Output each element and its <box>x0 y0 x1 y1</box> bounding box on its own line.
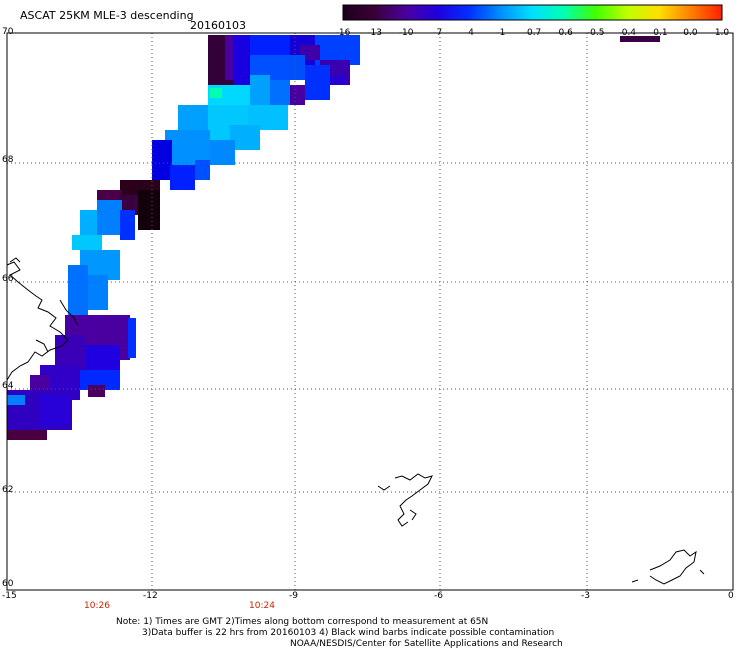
lat-label-64: 64 <box>2 381 14 391</box>
time-label-1024: 10:24 <box>249 601 275 611</box>
lon-label-minus12: -12 <box>143 591 158 601</box>
lat-label-60: 60 <box>2 579 14 589</box>
coastlines <box>6 257 705 585</box>
lat-lon-grid <box>7 33 733 590</box>
lat-label-70: 70 <box>2 27 14 37</box>
map-plot <box>6 32 734 591</box>
note-line-1: Note: 1) Times are GMT 2)Times along bot… <box>116 617 489 627</box>
lon-label-minus9: -9 <box>289 591 298 601</box>
product-title: ASCAT 25KM MLE-3 descending <box>20 9 194 22</box>
lat-label-68: 68 <box>2 155 14 165</box>
lat-label-66: 66 <box>2 274 14 284</box>
time-label-1026: 10:26 <box>84 601 110 611</box>
plot-frame <box>6 32 734 591</box>
lon-label-minus6: -6 <box>434 591 443 601</box>
note-line-2: 3)Data buffer is 22 hrs from 20160103 4)… <box>142 628 555 638</box>
ascat-swath <box>7 35 360 440</box>
lat-label-62: 62 <box>2 485 14 495</box>
date-label: 20160103 <box>190 19 246 32</box>
lon-label-0: 0 <box>728 591 734 601</box>
lon-label-minus15: -15 <box>2 591 17 601</box>
note-line-3: NOAA/NESDIS/Center for Satellite Applica… <box>290 639 563 649</box>
lon-label-minus3: -3 <box>581 591 590 601</box>
